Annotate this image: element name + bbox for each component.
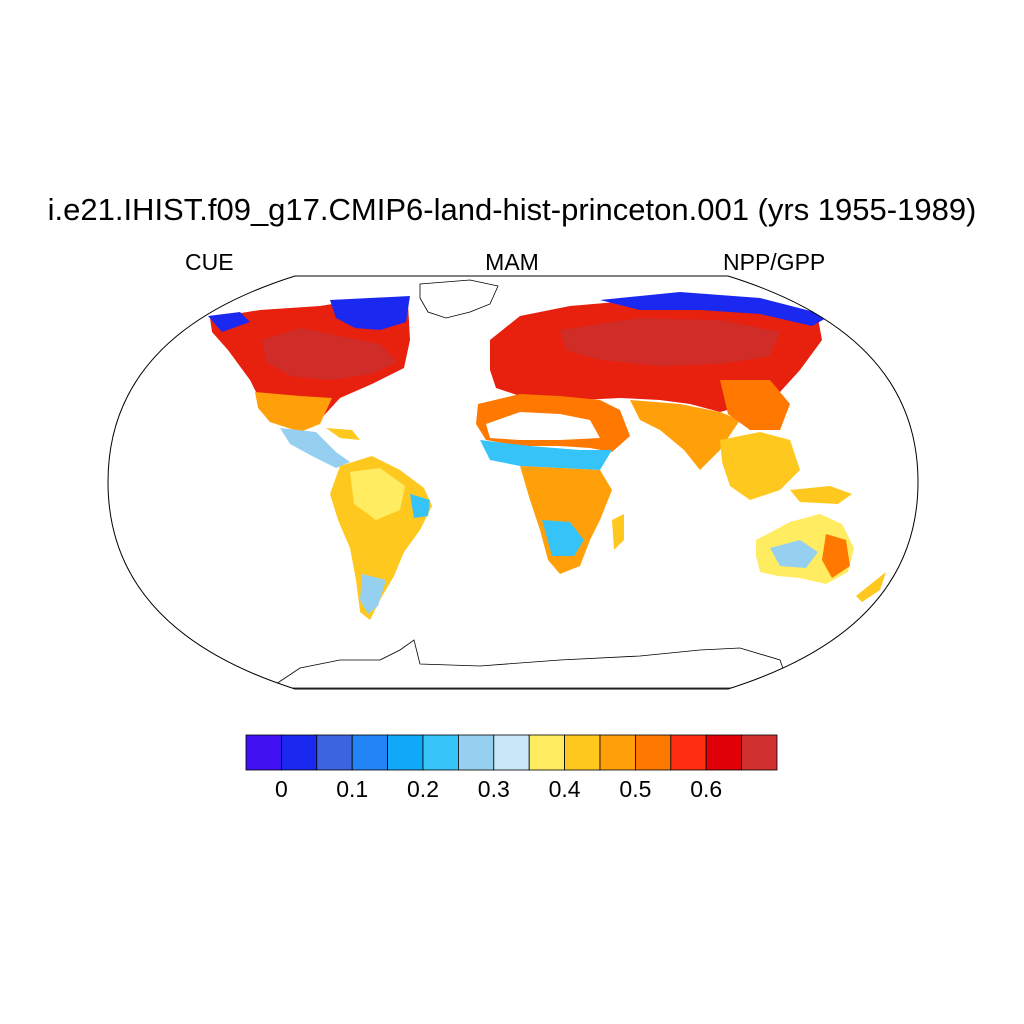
australia-east-region — [822, 534, 850, 578]
colorbar-swatch — [316, 734, 353, 771]
colorbar-swatch — [670, 734, 707, 771]
colorbar-tick-label: 0.2 — [407, 776, 439, 802]
colorbar-swatch — [245, 734, 282, 771]
colorbar-swatch — [635, 734, 672, 771]
southeast-asia-region — [720, 432, 800, 500]
greenland-outline — [419, 279, 499, 319]
sahara-missing-region — [486, 412, 600, 440]
east-asia-region — [720, 380, 790, 430]
colorbar-tick-label: 0.4 — [548, 776, 581, 802]
central-america-region — [280, 428, 350, 468]
colorbar-tick-label: 0.1 — [336, 776, 369, 802]
colorbar-tick-label: 0.6 — [690, 776, 723, 802]
caribbean-region — [326, 428, 360, 440]
colorbar-swatch — [422, 734, 459, 771]
colorbar-swatch — [387, 734, 424, 771]
colorbar-tick-label: 0 — [274, 776, 288, 802]
new-guinea-region — [790, 486, 852, 504]
colorbar-swatch — [705, 734, 743, 771]
colorbar-swatch — [351, 734, 389, 771]
usa-south-region — [255, 392, 332, 432]
canada-arctic-region — [208, 296, 410, 332]
units-label: NPP/GPP — [723, 249, 826, 275]
new-zealand-region — [856, 572, 886, 602]
australia-inland-region — [770, 540, 818, 568]
globe-outline — [107, 275, 919, 690]
south-asia-region — [630, 400, 740, 470]
antarctica-outline — [268, 639, 791, 689]
colorbar — [245, 734, 778, 771]
amazon-region — [350, 468, 405, 520]
southern-cone-region — [360, 574, 386, 614]
north-america-mid-region — [262, 328, 398, 380]
variable-label: CUE — [185, 249, 234, 275]
colorbar-tick-label: 0.3 — [477, 776, 510, 802]
central-africa-region — [520, 466, 612, 574]
siberia-region — [560, 318, 780, 366]
colorbar-swatch — [599, 734, 636, 771]
sahel-region — [480, 440, 612, 470]
colorbar-swatch — [564, 734, 601, 771]
colorbar-swatch — [741, 734, 778, 771]
colorbar-swatch — [493, 734, 530, 771]
map-title: i.e21.IHIST.f09_g17.CMIP6-land-hist-prin… — [47, 192, 977, 227]
colorbar-tick-labels: 0 0.1 0.2 0.3 0.4 0.5 0.6 — [0, 776, 1024, 806]
colorbar-tick-label: 0.5 — [619, 776, 652, 802]
southern-africa-region — [542, 520, 584, 556]
madagascar-region — [612, 514, 624, 550]
siberia-arctic-region — [600, 292, 830, 326]
brazil-east-region — [410, 494, 430, 518]
season-label: MAM — [485, 249, 539, 275]
colorbar-swatch — [528, 734, 566, 771]
colorbar-swatch — [280, 734, 318, 771]
colorbar-swatch — [457, 734, 495, 771]
